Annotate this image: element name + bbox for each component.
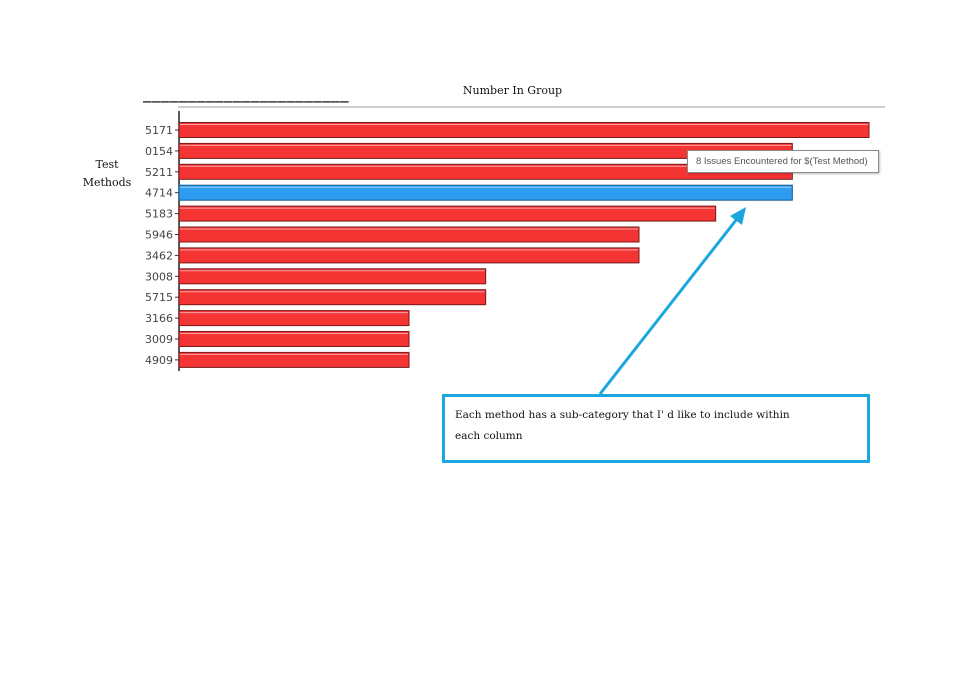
annotation-callout: Each method has a sub-category that I' d… — [442, 394, 870, 463]
bar-tooltip: 8 Issues Encountered for $(Test Method) — [687, 150, 879, 173]
tick-label-5715: 5715 — [145, 291, 173, 304]
tick-label-4909: 4909 — [145, 354, 173, 367]
tick-label-5946: 5946 — [145, 229, 173, 242]
tick-label-3166: 3166 — [145, 312, 173, 325]
tick-label-5211: 5211 — [145, 166, 173, 179]
tick-label-3008: 3008 — [145, 270, 173, 283]
tick-label-4714: 4714 — [145, 187, 173, 200]
chart-title: Number In Group — [462, 84, 563, 97]
y-axis-label-word: Test — [95, 158, 119, 171]
callout-arrow — [598, 207, 746, 395]
tick-label-5171: 5171 — [145, 124, 173, 137]
tick-label-5183: 5183 — [145, 208, 173, 221]
truncated-header-text: ▁▁▁▁▁▁▁▁▁▁▁▁▁▁▁▁▁▁▁▁▁▁▁ — [143, 95, 350, 103]
annotation-line-1: Each method has a sub-category that I' d… — [455, 409, 790, 421]
y-axis-label-word: Methods — [82, 176, 132, 189]
arrow-head — [730, 207, 746, 225]
arrow-shaft — [598, 214, 742, 395]
tick-label-3462: 3462 — [145, 249, 173, 262]
y-axis-label: Test Methods — [76, 156, 138, 192]
annotation-line-2: each column — [455, 430, 523, 442]
tick-label-0154: 0154 — [145, 145, 173, 158]
tick-label-3009: 3009 — [145, 333, 173, 346]
